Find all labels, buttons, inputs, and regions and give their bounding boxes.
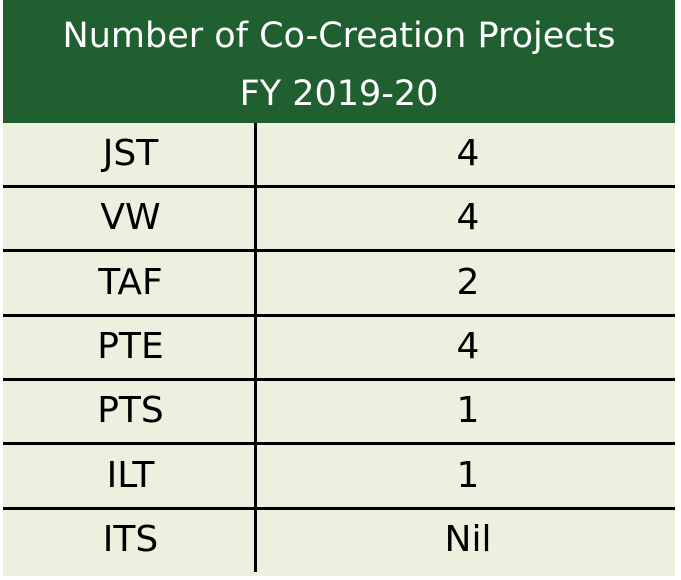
table-row: ITS Nil: [3, 509, 675, 573]
row-name: ILT: [106, 455, 155, 496]
row-count: 4: [456, 326, 480, 367]
row-count: 1: [456, 455, 480, 496]
table-row: TAF 2: [3, 252, 675, 317]
row-divider: [3, 314, 675, 317]
row-divider: [3, 442, 675, 445]
row-name: PTS: [97, 390, 164, 431]
projects-table: Number of Co-Creation Projects FY 2019-2…: [3, 0, 675, 576]
column-divider: [254, 123, 257, 572]
row-name: TAF: [98, 262, 163, 303]
table-row: PTS 1: [3, 380, 675, 445]
row-divider: [3, 507, 675, 510]
row-name: ITS: [102, 519, 159, 560]
row-name: VW: [100, 197, 161, 238]
row-divider: [3, 249, 675, 252]
row-count: 2: [456, 262, 480, 303]
table-body: JST 4 VW 4 TAF 2 PTE 4 PTS 1 ILT 1 ITS Nil: [3, 123, 675, 576]
row-divider: [3, 378, 675, 381]
table-header: Number of Co-Creation Projects FY 2019-2…: [3, 0, 675, 123]
row-count: 4: [456, 197, 480, 238]
row-name: PTE: [97, 326, 164, 367]
table-row: PTE 4: [3, 316, 675, 381]
table-title: Number of Co-Creation Projects: [62, 16, 616, 56]
row-count: Nil: [444, 519, 492, 560]
row-divider: [3, 185, 675, 188]
table-row: ILT 1: [3, 445, 675, 510]
row-count: 4: [456, 133, 480, 174]
table-row: JST 4: [3, 123, 675, 188]
row-count: 1: [456, 390, 480, 431]
table-subtitle: FY 2019-20: [239, 74, 439, 114]
table-row: VW 4: [3, 187, 675, 252]
row-name: JST: [102, 133, 159, 174]
